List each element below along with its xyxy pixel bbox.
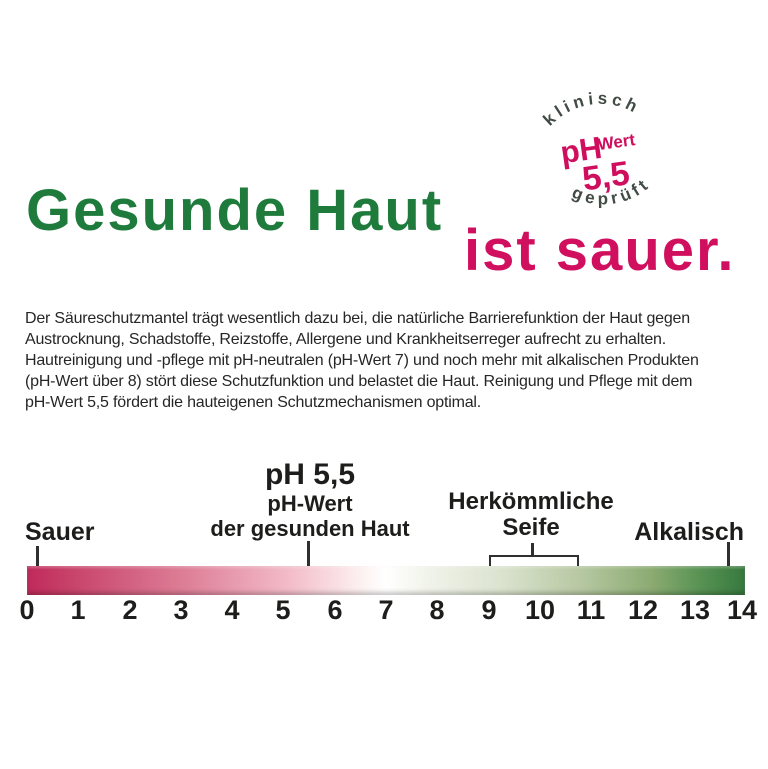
label-soap: Herkömmliche Seife [448,489,613,541]
tick-alkalisch [727,542,730,566]
badge-value-text: 5,5 [580,154,632,198]
ph-tick-8: 8 [429,595,445,625]
badge-ph-text: pH [558,130,604,170]
label-soap-line2: Seife [502,514,560,541]
tick-sauer [36,546,39,566]
label-ph-55-line3: der gesunden Haut [210,516,410,541]
ph-tick-11: 11 [576,595,606,625]
label-ph-55-line2: pH-Wert [267,491,353,516]
badge-arc-top-text: klinisch [537,88,646,131]
body-line: Der Säureschutzmantel trägt wesentlich d… [25,310,690,327]
badge-wert-text: Wert [597,130,637,154]
label-ph-55: pH 5,5 pH-Wert der gesunden Haut [210,458,409,542]
ph-gradient-bar [27,566,745,595]
ph-tick-5: 5 [275,595,291,625]
ph-tick-9: 9 [481,595,497,625]
headline-magenta: ist sauer. [464,218,736,283]
soap-bracket-stem [531,543,534,556]
ph-tick-4: 4 [224,595,240,625]
ph-tick-13: 13 [679,595,711,625]
ph-tick-0: 0 [19,595,35,625]
label-sauer: Sauer [25,518,95,546]
tick-ph-55 [307,541,310,566]
label-soap-line1: Herkömmliche [448,488,614,515]
soap-range-bracket [489,555,579,568]
ph-tick-3: 3 [173,595,189,625]
body-line: (pH-Wert über 8) stört diese Schutzfunkt… [25,373,693,390]
ph-tick-2: 2 [122,595,138,625]
ph-tick-1: 1 [70,595,86,625]
body-line: pH-Wert 5,5 fördert die hauteigenen Schu… [25,394,481,411]
ph-tick-7: 7 [378,595,394,625]
ph-seal-badge: klinisch pH Wert 5,5 geprüft [537,88,656,214]
body-line: Hautreinigung und -pflege mit pH-neutral… [25,352,699,369]
ph-tick-10: 10 [524,595,556,625]
ph-tick-14: 14 [726,595,758,625]
ph-tick-12: 12 [627,595,659,625]
ph-tick-6: 6 [327,595,343,625]
body-line: Austrocknung, Schadstoffe, Reizstoffe, A… [25,331,666,348]
label-alkalisch: Alkalisch [634,518,744,546]
body-paragraph: Der Säureschutzmantel trägt wesentlich d… [25,308,760,413]
label-ph-55-line1: pH 5,5 [264,458,356,491]
headline-green: Gesunde Haut [26,178,444,243]
